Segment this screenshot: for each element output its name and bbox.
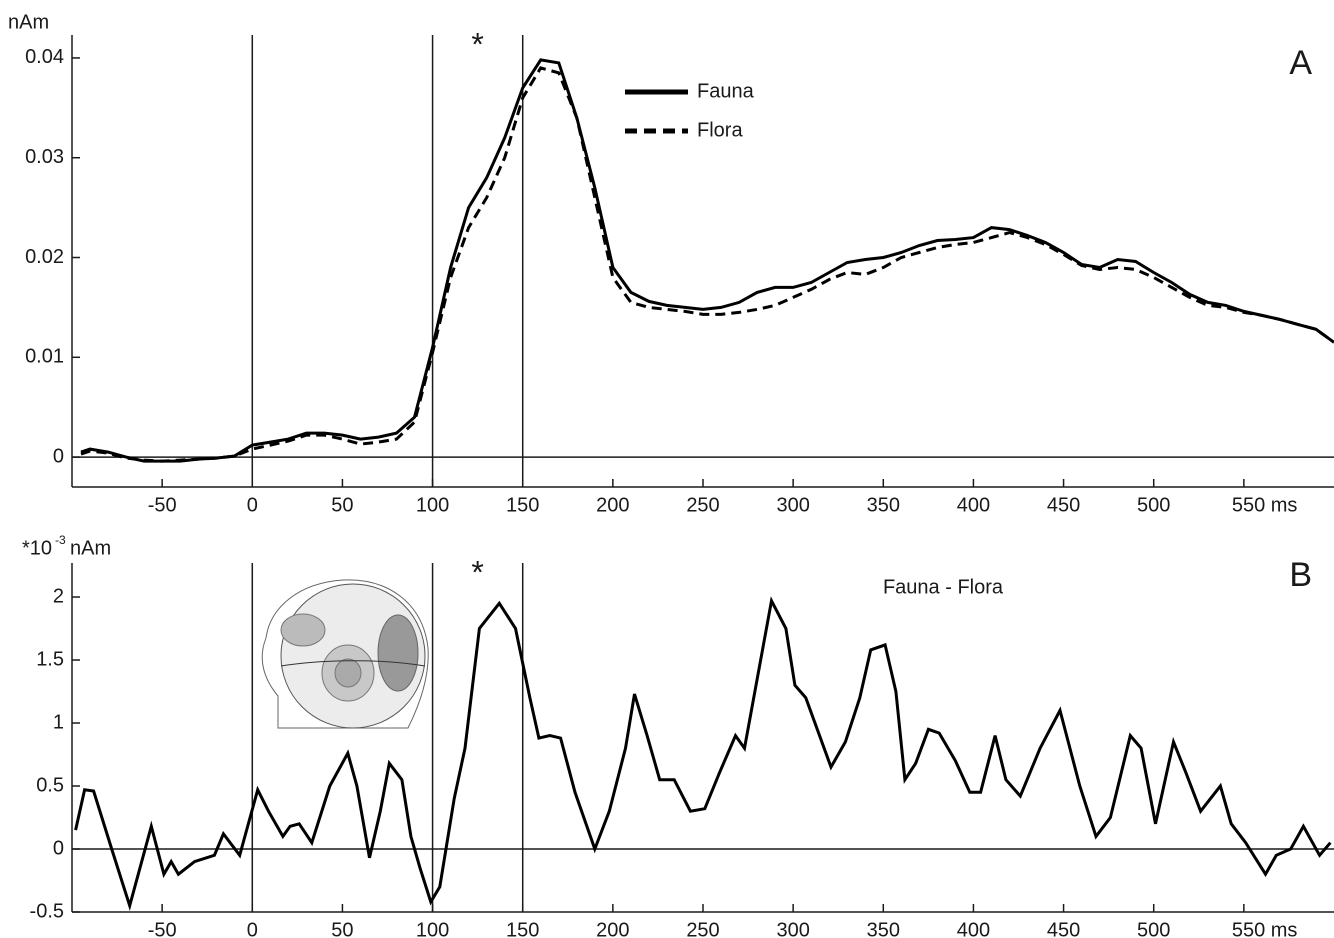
x-tick-label: 300 <box>776 919 809 938</box>
x-tick-label: 450 <box>1047 919 1080 938</box>
legend-label: Flora <box>697 119 743 141</box>
y-tick-label: 0.02 <box>25 246 64 268</box>
x-tick-label: 500 <box>1137 494 1170 516</box>
x-tick-label: 150 <box>506 919 539 938</box>
x-tick-label: 550 ms <box>1232 919 1298 938</box>
y-tick-label: 0.01 <box>25 346 64 368</box>
topography-inset <box>261 579 429 729</box>
x-tick-label: 50 <box>331 919 353 938</box>
y-tick-label: 1 <box>53 711 64 733</box>
significance-asterisk: * <box>471 554 483 590</box>
series-label: Fauna - Flora <box>883 576 1004 598</box>
x-tick-label: 300 <box>776 494 809 516</box>
y-tick-label: 0 <box>53 837 64 859</box>
x-tick-label: 150 <box>506 494 539 516</box>
data-line <box>80 66 1334 463</box>
x-tick-label: -50 <box>148 494 177 516</box>
x-tick-label: 200 <box>596 919 629 938</box>
y-axis-label-unit: nAm <box>70 537 111 559</box>
x-tick-label: 0 <box>247 919 258 938</box>
x-tick-label: 450 <box>1047 494 1080 516</box>
panel-label: B <box>1289 556 1312 594</box>
y-tick-label: 0.04 <box>25 46 64 68</box>
significance-asterisk: * <box>471 26 483 62</box>
y-tick-label: -0.5 <box>30 900 64 922</box>
x-tick-label: 550 ms <box>1232 494 1298 516</box>
x-tick-label: 500 <box>1137 919 1170 938</box>
y-axis-label-exponent: -3 <box>55 533 66 547</box>
data-line <box>80 58 1334 463</box>
panel-label: A <box>1289 44 1312 82</box>
x-tick-label: 400 <box>957 494 990 516</box>
x-tick-label: 200 <box>596 494 629 516</box>
x-tick-label: 250 <box>686 919 719 938</box>
x-tick-label: 100 <box>416 494 449 516</box>
x-tick-label: 400 <box>957 919 990 938</box>
y-tick-label: 0 <box>53 445 64 467</box>
x-tick-label: 50 <box>331 494 353 516</box>
y-axis-label: *10 <box>22 537 52 559</box>
x-tick-label: 250 <box>686 494 719 516</box>
legend-label: Fauna <box>697 80 755 102</box>
x-tick-label: 350 <box>867 919 900 938</box>
y-tick-label: 2 <box>53 585 64 607</box>
x-tick-label: -50 <box>148 919 177 938</box>
y-axis-label: nAm <box>8 11 49 33</box>
y-tick-label: 0.5 <box>36 774 64 796</box>
y-tick-label: 1.5 <box>36 648 64 670</box>
data-line <box>74 596 1332 912</box>
y-tick-label: 0.03 <box>25 146 64 168</box>
x-tick-label: 0 <box>247 494 258 516</box>
x-tick-label: 350 <box>867 494 900 516</box>
x-tick-label: 100 <box>416 919 449 938</box>
